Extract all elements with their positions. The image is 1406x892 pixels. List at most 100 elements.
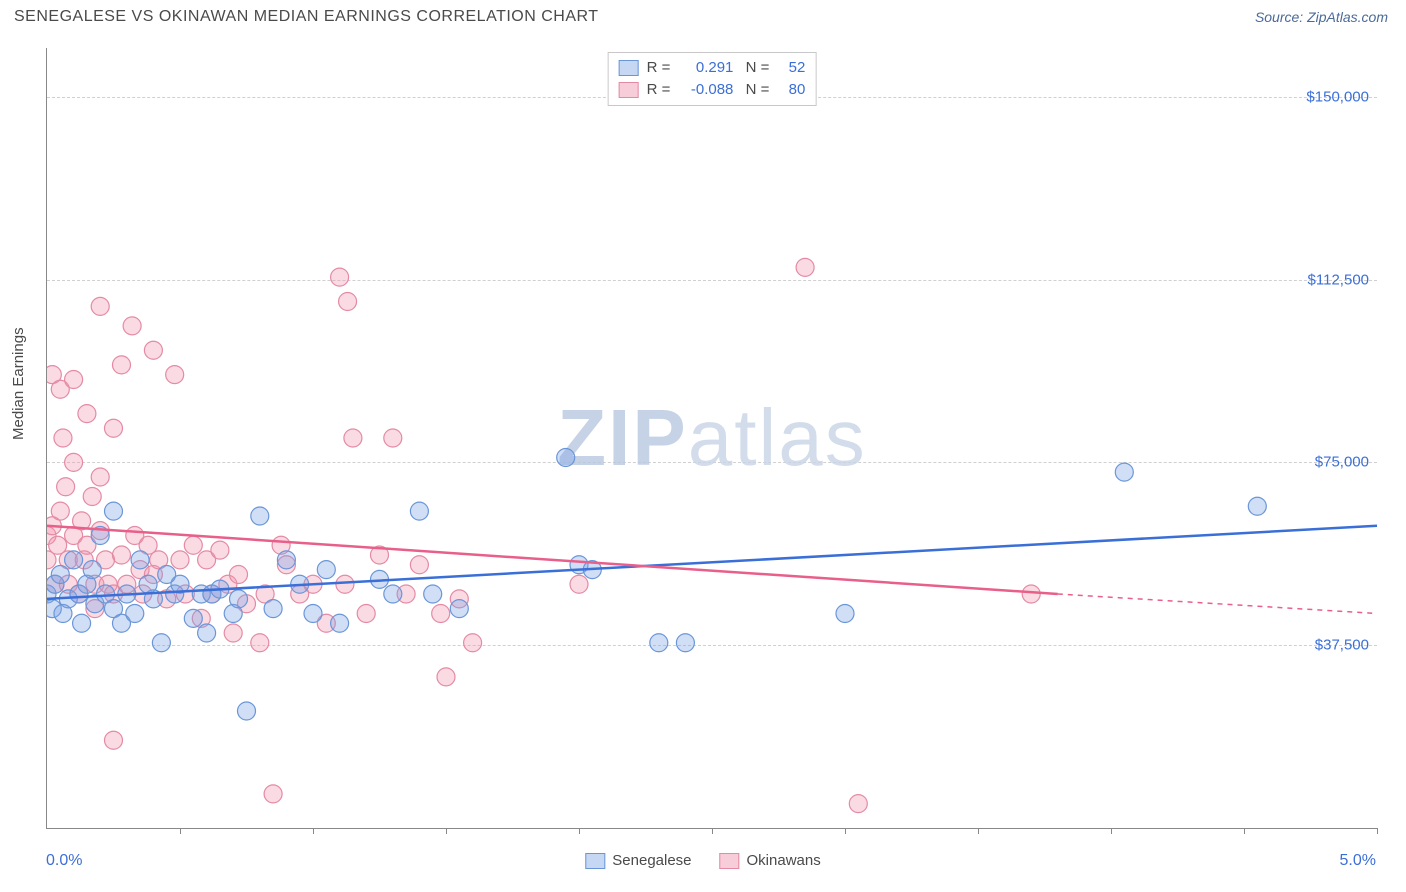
data-point [251,507,269,525]
data-point [198,624,216,642]
legend-label-okinawans: Okinawans [747,852,821,869]
legend-row-senegalese: R = 0.291 N = 52 [619,57,806,79]
r-value-okinawans: -0.088 [678,79,733,101]
data-point [836,605,854,623]
data-point [410,556,428,574]
x-tick [1377,828,1378,834]
data-point [54,429,72,447]
legend-item-okinawans: Okinawans [720,852,821,869]
n-value-okinawans: 80 [777,79,805,101]
swatch-senegalese [619,60,639,76]
x-label-left: 0.0% [46,852,82,870]
data-point [251,634,269,652]
data-point [331,614,349,632]
x-label-right: 5.0% [1340,852,1376,870]
data-point [570,575,588,593]
data-point [410,502,428,520]
data-point [676,634,694,652]
data-point [336,575,354,593]
source-label: Source: ZipAtlas.com [1255,9,1388,25]
data-point [152,634,170,652]
x-tick [1111,828,1112,834]
data-point [126,605,144,623]
x-tick [579,828,580,834]
data-point [437,668,455,686]
legend-row-okinawans: R = -0.088 N = 80 [619,79,806,101]
data-point [384,585,402,603]
data-point [105,731,123,749]
data-point [51,502,69,520]
data-point [224,624,242,642]
data-point [339,293,357,311]
data-point [238,702,256,720]
data-point [131,551,149,569]
data-point [384,429,402,447]
data-point [450,600,468,618]
data-point [184,609,202,627]
data-point [184,536,202,554]
data-point [123,317,141,335]
swatch-okinawans-icon [720,853,740,869]
data-point [344,429,362,447]
data-point [464,634,482,652]
x-tick [845,828,846,834]
data-point [796,258,814,276]
legend-item-senegalese: Senegalese [585,852,691,869]
data-point [65,453,83,471]
data-point [424,585,442,603]
x-tick [978,828,979,834]
data-point [65,551,83,569]
data-point [650,634,668,652]
data-point [432,605,450,623]
x-tick [180,828,181,834]
data-point [112,356,130,374]
data-point [264,600,282,618]
data-point [112,546,130,564]
swatch-okinawans [619,82,639,98]
x-tick [313,828,314,834]
x-tick [1244,828,1245,834]
chart-title: SENEGALESE VS OKINAWAN MEDIAN EARNINGS C… [14,8,599,26]
trend-line-dashed [1058,594,1377,614]
r-value-senegalese: 0.291 [678,57,733,79]
data-point [166,366,184,384]
data-point [83,488,101,506]
data-point [304,605,322,623]
data-point [78,405,96,423]
data-point [1248,497,1266,515]
data-point [277,551,295,569]
data-point [91,468,109,486]
correlation-legend: R = 0.291 N = 52 R = -0.088 N = 80 [608,52,817,106]
y-axis-title: Median Earnings [10,327,27,440]
data-point [331,268,349,286]
data-point [105,419,123,437]
n-value-senegalese: 52 [777,57,805,79]
trend-line [47,526,1377,599]
chart-svg [47,48,1377,828]
data-point [849,795,867,813]
legend-label-senegalese: Senegalese [612,852,691,869]
x-tick [712,828,713,834]
data-point [357,605,375,623]
data-point [51,566,69,584]
data-point [1022,585,1040,603]
plot-area: ZIPatlas R = 0.291 N = 52 R = -0.088 N =… [46,48,1377,829]
data-point [211,541,229,559]
data-point [1115,463,1133,481]
data-point [73,614,91,632]
data-point [230,590,248,608]
data-point [171,551,189,569]
data-point [91,297,109,315]
data-point [264,785,282,803]
data-point [144,341,162,359]
data-point [557,449,575,467]
data-point [105,502,123,520]
data-point [65,371,83,389]
x-tick [446,828,447,834]
data-point [57,478,75,496]
data-point [317,561,335,579]
series-legend: Senegalese Okinawans [585,852,820,869]
data-point [83,561,101,579]
data-point [230,566,248,584]
swatch-senegalese-icon [585,853,605,869]
